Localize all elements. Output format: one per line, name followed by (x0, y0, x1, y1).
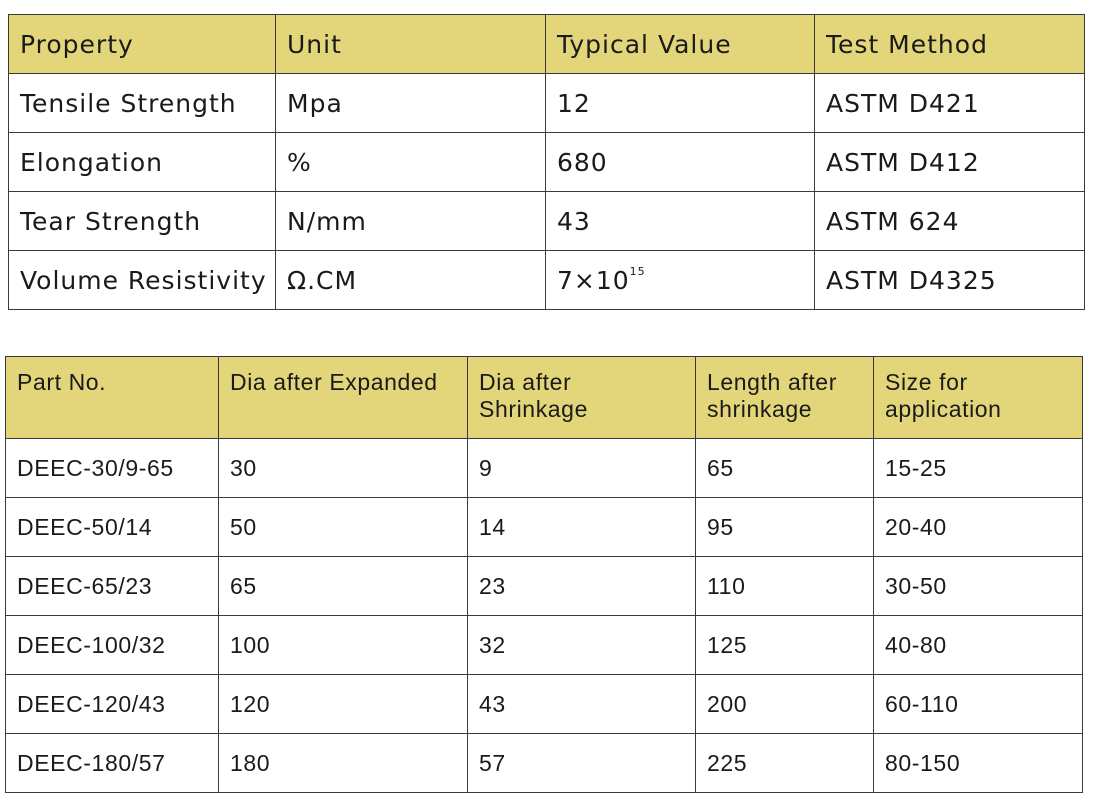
unit-cell: % (275, 132, 546, 192)
table-row: DEEC-100/32 100 32 125 40-80 (5, 615, 1083, 675)
dia-expanded-cell: 50 (218, 497, 468, 557)
table-row: DEEC-120/43 120 43 200 60-110 (5, 674, 1083, 734)
table-row: Tensile Strength Mpa 12 ASTM D421 (8, 73, 1085, 133)
table-row: DEEC-180/57 180 57 225 80-150 (5, 733, 1083, 793)
method-cell: ASTM D4325 (814, 250, 1085, 310)
header-unit: Unit (275, 14, 546, 74)
length-cell: 110 (695, 556, 874, 616)
size-cell: 20-40 (873, 497, 1083, 557)
length-cell: 95 (695, 497, 874, 557)
dia-expanded-cell: 100 (218, 615, 468, 675)
value-cell: 7×1015 (545, 250, 815, 310)
table-row: DEEC-30/9-65 30 9 65 15-25 (5, 438, 1083, 498)
dia-shrinkage-cell: 43 (467, 674, 696, 734)
size-cell: 80-150 (873, 733, 1083, 793)
parts-table-body: DEEC-30/9-65 30 9 65 15-25 DEEC-50/14 50 14 95 20… (5, 438, 1083, 793)
property-cell: Tear Strength (8, 191, 276, 251)
dia-shrinkage-cell: 14 (467, 497, 696, 557)
table-row: DEEC-50/14 50 14 95 20-40 (5, 497, 1083, 557)
unit-cell: Ω.CM (275, 250, 546, 310)
size-cell: 30-50 (873, 556, 1083, 616)
value-base: 7×10 (557, 265, 630, 295)
value-cell: 12 (545, 73, 815, 133)
dia-shrinkage-cell: 23 (467, 556, 696, 616)
length-cell: 200 (695, 674, 874, 734)
table-row: DEEC-65/23 65 23 110 30-50 (5, 556, 1083, 616)
part-no-cell: DEEC-100/32 (5, 615, 219, 675)
table-row: Volume Resistivity Ω.CM 7×1015 ASTM D432… (8, 250, 1085, 310)
dia-shrinkage-cell: 57 (467, 733, 696, 793)
method-cell: ASTM D421 (814, 73, 1085, 133)
size-cell: 60-110 (873, 674, 1083, 734)
table-header-row: Property Unit Typical Value Test Method (8, 14, 1085, 74)
header-typical-value: Typical Value (545, 14, 815, 74)
method-cell: ASTM D412 (814, 132, 1085, 192)
size-cell: 40-80 (873, 615, 1083, 675)
property-cell: Elongation (8, 132, 276, 192)
property-cell: Tensile Strength (8, 73, 276, 133)
table-row: Tear Strength N/mm 43 ASTM 624 (8, 191, 1085, 251)
dia-expanded-cell: 120 (218, 674, 468, 734)
value-exponent: 15 (629, 265, 646, 279)
part-no-cell: DEEC-180/57 (5, 733, 219, 793)
unit-cell: Mpa (275, 73, 546, 133)
part-no-cell: DEEC-30/9-65 (5, 438, 219, 498)
part-no-cell: DEEC-50/14 (5, 497, 219, 557)
properties-table: Property Unit Typical Value Test Method … (8, 14, 1085, 310)
value-cell: 43 (545, 191, 815, 251)
dia-expanded-cell: 180 (218, 733, 468, 793)
table-header-row: Part No. Dia after Expanded Dia after Sh… (5, 356, 1083, 439)
dia-shrinkage-cell: 32 (467, 615, 696, 675)
part-no-cell: DEEC-120/43 (5, 674, 219, 734)
part-no-cell: DEEC-65/23 (5, 556, 219, 616)
header-test-method: Test Method (814, 14, 1085, 74)
dia-expanded-cell: 65 (218, 556, 468, 616)
value-cell: 680 (545, 132, 815, 192)
method-cell: ASTM 624 (814, 191, 1085, 251)
dia-shrinkage-cell: 9 (467, 438, 696, 498)
header-part-no: Part No. (5, 356, 219, 439)
header-dia-expanded: Dia after Expanded (218, 356, 468, 439)
parts-table: Part No. Dia after Expanded Dia after Sh… (5, 356, 1083, 793)
property-cell: Volume Resistivity (8, 250, 276, 310)
length-cell: 125 (695, 615, 874, 675)
length-cell: 225 (695, 733, 874, 793)
header-dia-shrinkage: Dia after Shrinkage (467, 356, 696, 439)
table-row: Elongation % 680 ASTM D412 (8, 132, 1085, 192)
size-cell: 15-25 (873, 438, 1083, 498)
header-size-application: Size for application (873, 356, 1083, 439)
header-property: Property (8, 14, 276, 74)
length-cell: 65 (695, 438, 874, 498)
dia-expanded-cell: 30 (218, 438, 468, 498)
unit-cell: N/mm (275, 191, 546, 251)
header-length-shrinkage: Length after shrinkage (695, 356, 874, 439)
